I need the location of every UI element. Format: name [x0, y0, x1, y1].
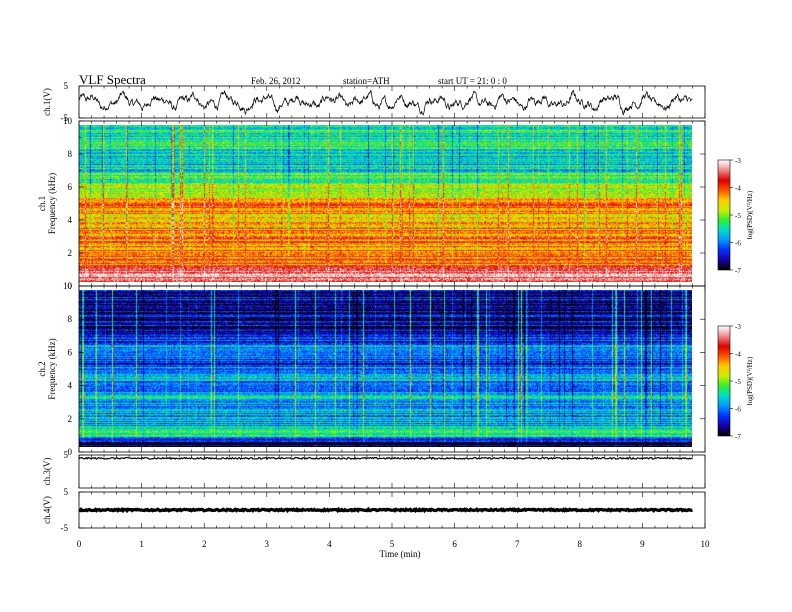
ch1-spectrogram-ytick-label: 0: [68, 281, 73, 291]
ch1-spectrogram-colorbar-tick-label: -3: [735, 157, 741, 165]
ch2-spectrogram-colorbar-tick-label: -5: [735, 378, 741, 386]
ch1-spectrogram-ytick-label: 2: [68, 248, 73, 258]
ch4-voltage-ytick-label: 5: [64, 487, 69, 497]
ch1-spectrogram-ytick-label: 8: [68, 149, 73, 159]
ch1-spectrogram-colorbar-tick-label: -7: [735, 267, 741, 275]
ch2-spectrogram-ylabel: ch.2: [37, 361, 47, 376]
ch2-spectrogram-ytick-label: 10: [63, 281, 73, 291]
ch3-voltage-line: [78, 456, 693, 461]
ch2-spectrogram-ytick-label: 6: [68, 347, 73, 357]
ch3-voltage-ylabel: ch.3(V): [42, 458, 52, 486]
ch2-spectrogram-ytick-label: 4: [68, 381, 73, 391]
ch1-spectrogram-ytick-label: 4: [68, 215, 73, 225]
ch1-spectrogram-ylabel: Frequency (kHz): [47, 173, 57, 234]
ch2-spectrogram-image: [79, 290, 692, 447]
ch1-spectrogram-colorbar-label: log(PSD)(V²/Hz): [746, 190, 754, 239]
ch1-spectrogram-ytick-label: 10: [63, 116, 73, 126]
x-tick-label: 8: [578, 539, 583, 549]
x-tick-label: 10: [701, 539, 711, 549]
ch1-voltage-ytick-label: -5: [61, 113, 69, 123]
ch1-voltage-ylabel: ch.1(V): [42, 88, 52, 116]
ch1-spectrogram-colorbar-tick-label: -6: [735, 240, 741, 248]
ch1-colorbar-image: [718, 160, 730, 270]
figure-date: Feb. 26, 2012: [251, 76, 301, 86]
ch1-spectrogram-image: [79, 125, 692, 282]
x-tick-label: 9: [640, 539, 645, 549]
figure-station: station=ATH: [343, 76, 390, 86]
figure-start-time: start UT = 21: 0 : 0: [438, 76, 507, 86]
ch1-spectrogram-colorbar-tick-label: -5: [735, 212, 741, 220]
ch4-voltage-ylabel: ch.4(V): [42, 496, 52, 524]
ch2-spectrogram-ytick-label: 8: [68, 314, 73, 324]
ch2-spectrogram-ytick-label: 0: [68, 447, 73, 457]
x-tick-label: 5: [390, 539, 395, 549]
ch2-spectrogram-colorbar-label: log(PSD)(V²/Hz): [746, 356, 754, 405]
ch1-voltage-line: [78, 89, 693, 116]
ch1-voltage-ytick-label: 5: [64, 81, 69, 91]
ch1-spectrogram-ylabel: ch.1: [37, 196, 47, 211]
x-tick-label: 7: [515, 539, 520, 549]
ch3-voltage-ytick-label: 5: [64, 450, 69, 460]
ch1-spectrogram-colorbar-tick-label: -4: [735, 185, 741, 193]
x-tick-label: 2: [202, 539, 207, 549]
x-tick-label: 4: [327, 539, 332, 549]
ch2-spectrogram-colorbar-tick-label: -4: [735, 351, 741, 359]
ch2-colorbar-image: [718, 326, 730, 436]
x-tick-label: 6: [452, 539, 457, 549]
x-axis-label: Time (min): [380, 549, 421, 559]
x-tick-label: 1: [139, 539, 144, 549]
x-tick-label: 3: [265, 539, 270, 549]
ch2-spectrogram-colorbar-tick-label: -3: [735, 323, 741, 331]
ch1-spectrogram-ytick-label: 6: [68, 182, 73, 192]
figure-title: VLF Spectra: [79, 72, 146, 87]
ch4-voltage-ytick-label: -5: [61, 523, 69, 533]
ch2-spectrogram-colorbar-tick-label: -7: [735, 433, 741, 441]
ch2-spectrogram-colorbar-tick-label: -6: [735, 406, 741, 414]
ch4-voltage-line: [78, 506, 693, 514]
ch2-spectrogram-ylabel: Frequency (kHz): [47, 338, 57, 399]
ch2-spectrogram-ytick-label: 2: [68, 414, 73, 424]
x-tick-label: 0: [77, 539, 82, 549]
